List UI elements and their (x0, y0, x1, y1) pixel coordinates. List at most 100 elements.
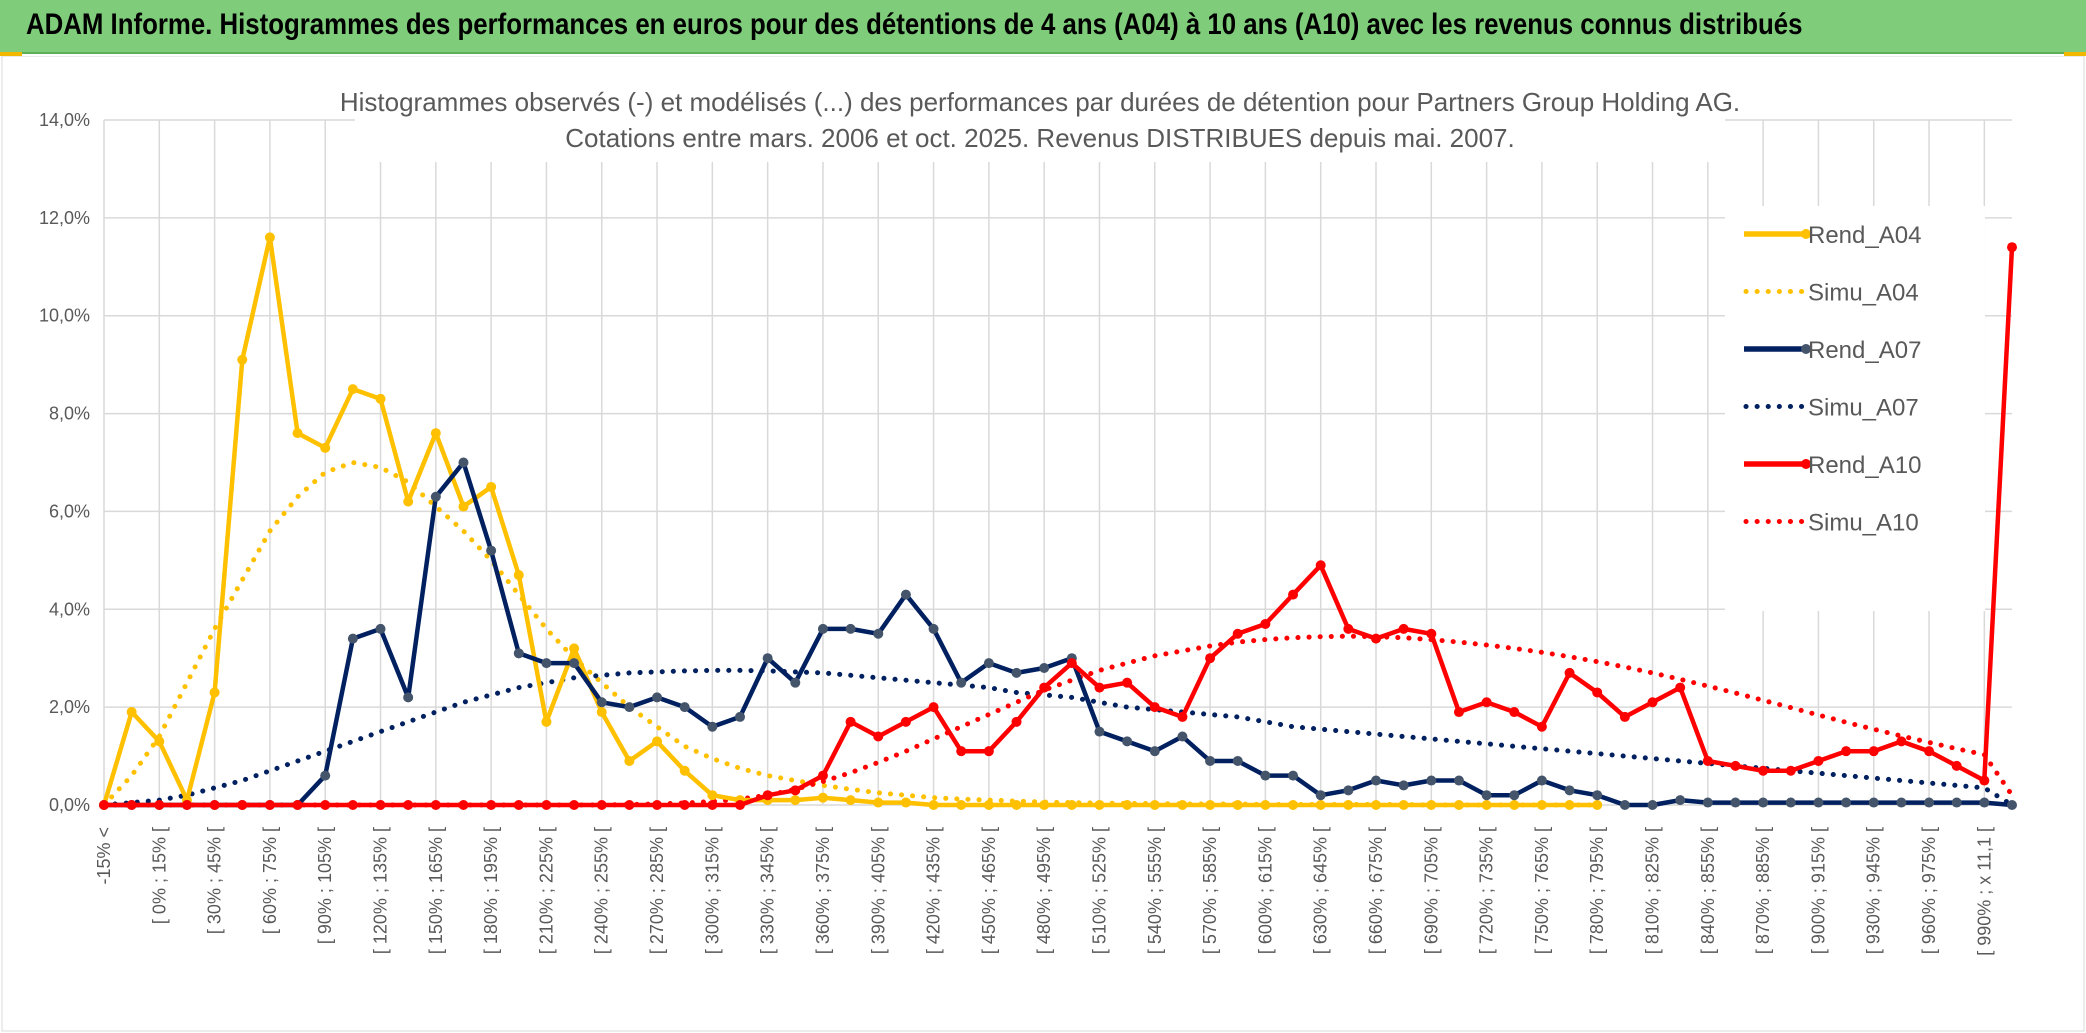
x-tick-label: [ 510% ; 525% [ (1089, 827, 1109, 954)
y-tick-label: 8,0% (49, 404, 90, 424)
data-point-rend-a10 (1205, 653, 1216, 664)
chart-title-line-2: Cotations entre mars. 2006 et oct. 2025.… (565, 123, 1515, 153)
data-point-rend-a04 (624, 755, 635, 766)
x-tick-label: [ 960% ; 975% [ (1919, 827, 1939, 954)
data-point-rend-a10 (1896, 736, 1907, 747)
data-point-rend-a07 (2007, 800, 2017, 810)
data-point-rend-a10 (873, 731, 884, 742)
data-point-rend-a07 (486, 545, 497, 556)
series-line-simu-a07 (101, 667, 2015, 808)
data-point-rend-a07 (956, 677, 967, 688)
data-point-rend-a04 (652, 736, 663, 747)
data-point-rend-a07 (1758, 797, 1769, 808)
data-point-rend-a07 (1481, 790, 1492, 801)
data-point-rend-a10 (99, 800, 109, 810)
data-point-rend-a04 (1592, 800, 1603, 810)
data-point-rend-a10 (2007, 242, 2017, 253)
y-tick-label: 12,0% (39, 208, 90, 228)
legend-label-simu-a10: Simu_A10 (1808, 510, 1919, 537)
data-point-rend-a10 (1758, 765, 1769, 776)
data-point-rend-a07 (1951, 797, 1962, 808)
data-point-rend-a10 (320, 800, 331, 810)
x-tick-label: [ 900% ; 915% [ (1808, 827, 1828, 954)
y-tick-label: 6,0% (49, 501, 90, 521)
data-point-rend-a04 (1453, 800, 1464, 810)
data-point-rend-a10 (1979, 775, 1990, 786)
data-point-rend-a10 (1343, 623, 1354, 634)
data-point-rend-a07 (1094, 726, 1105, 737)
data-point-rend-a07 (1260, 770, 1271, 781)
x-tick-label: [ 30% ; 45% [ (205, 827, 225, 934)
chart-title: Histogrammes observés (-) et modélisés (… (340, 78, 1740, 162)
data-point-rend-a10 (652, 800, 663, 810)
data-point-rend-a04 (430, 428, 441, 439)
data-point-rend-a04 (486, 481, 497, 492)
x-tick-label: [ 390% ; 405% [ (868, 827, 888, 954)
data-point-rend-a04 (1260, 800, 1271, 810)
x-tick-label: [ 210% ; 225% [ (536, 827, 556, 954)
x-tick-label: [ 60% ; 75% [ (260, 827, 280, 934)
data-point-rend-a04 (1371, 800, 1381, 810)
x-tick-label: [ 630% ; 645% [ (1311, 827, 1331, 954)
x-tick-label: [ 720% ; 735% [ (1477, 827, 1497, 954)
data-point-rend-a04 (1149, 800, 1160, 810)
x-axis-labels: -15% < [ 0% ; 15% [[ 30% ; 45% [[ 60% ; 7… (94, 827, 1994, 956)
data-point-rend-a07 (1205, 755, 1216, 766)
data-point-rend-a10 (292, 800, 303, 810)
x-tick-label: [ 840% ; 855% [ (1698, 827, 1718, 954)
data-point-rend-a04 (126, 707, 137, 718)
data-point-rend-a07 (1592, 790, 1603, 801)
data-point-rend-a10 (1675, 682, 1686, 693)
data-point-rend-a07 (983, 658, 994, 669)
data-point-rend-a04 (900, 797, 911, 808)
x-tick-label: [ 450% ; 465% [ (979, 827, 999, 954)
data-point-rend-a07 (347, 633, 358, 644)
data-point-rend-a04 (679, 765, 690, 776)
data-point-rend-a07 (1536, 775, 1547, 786)
data-point-rend-a07 (596, 697, 607, 708)
x-tick-label: [ 480% ; 495% [ (1034, 827, 1054, 954)
data-point-rend-a10 (1315, 560, 1326, 571)
data-point-rend-a07 (1896, 797, 1907, 808)
data-point-rend-a10 (1039, 682, 1050, 693)
data-point-rend-a10 (1398, 623, 1409, 634)
x-tick-label: [ 420% ; 435% [ (924, 827, 944, 954)
data-point-rend-a04 (1398, 800, 1409, 810)
data-point-rend-a10 (237, 800, 248, 810)
x-tick-label: [ 300% ; 315% [ (702, 827, 722, 954)
data-point-rend-a10 (762, 790, 773, 801)
data-point-rend-a10 (983, 746, 994, 757)
x-tick-label: [ 690% ; 705% [ (1421, 827, 1441, 954)
data-point-rend-a04 (873, 797, 884, 808)
data-point-rend-a10 (1426, 628, 1437, 639)
data-point-rend-a10 (1177, 711, 1188, 722)
data-point-rend-a04 (1343, 800, 1354, 810)
data-point-rend-a10 (1868, 746, 1879, 757)
x-tick-label: [ 750% ; 765% [ (1532, 827, 1552, 954)
data-point-rend-a04 (1122, 800, 1133, 810)
data-point-rend-a04 (1481, 800, 1492, 810)
data-point-rend-a07 (1426, 775, 1437, 786)
data-point-rend-a04 (264, 232, 275, 243)
data-point-rend-a10 (209, 800, 220, 810)
data-point-rend-a10 (181, 800, 192, 810)
data-point-rend-a04 (1509, 800, 1520, 810)
data-point-rend-a04 (320, 442, 331, 453)
data-point-rend-a10 (900, 716, 911, 727)
x-tick-label: [ 180% ; 195% [ (481, 827, 501, 954)
data-point-rend-a10 (1453, 707, 1464, 718)
y-tick-label: 2,0% (49, 697, 90, 717)
data-point-rend-a10 (1260, 618, 1271, 629)
data-point-rend-a04 (347, 384, 358, 395)
data-point-rend-a07 (1453, 775, 1464, 786)
data-point-rend-a04 (154, 736, 165, 747)
legend-label-simu-a04: Simu_A04 (1808, 280, 1919, 307)
x-tick-label: [ 330% ; 345% [ (758, 827, 778, 954)
data-point-rend-a10 (154, 800, 165, 810)
data-point-rend-a07 (1730, 797, 1741, 808)
data-point-rend-a07 (1813, 797, 1824, 808)
data-point-rend-a07 (1288, 770, 1299, 781)
x-tick-label: [ 270% ; 285% [ (647, 827, 667, 954)
data-point-rend-a07 (1868, 797, 1879, 808)
data-point-rend-a10 (817, 770, 828, 781)
